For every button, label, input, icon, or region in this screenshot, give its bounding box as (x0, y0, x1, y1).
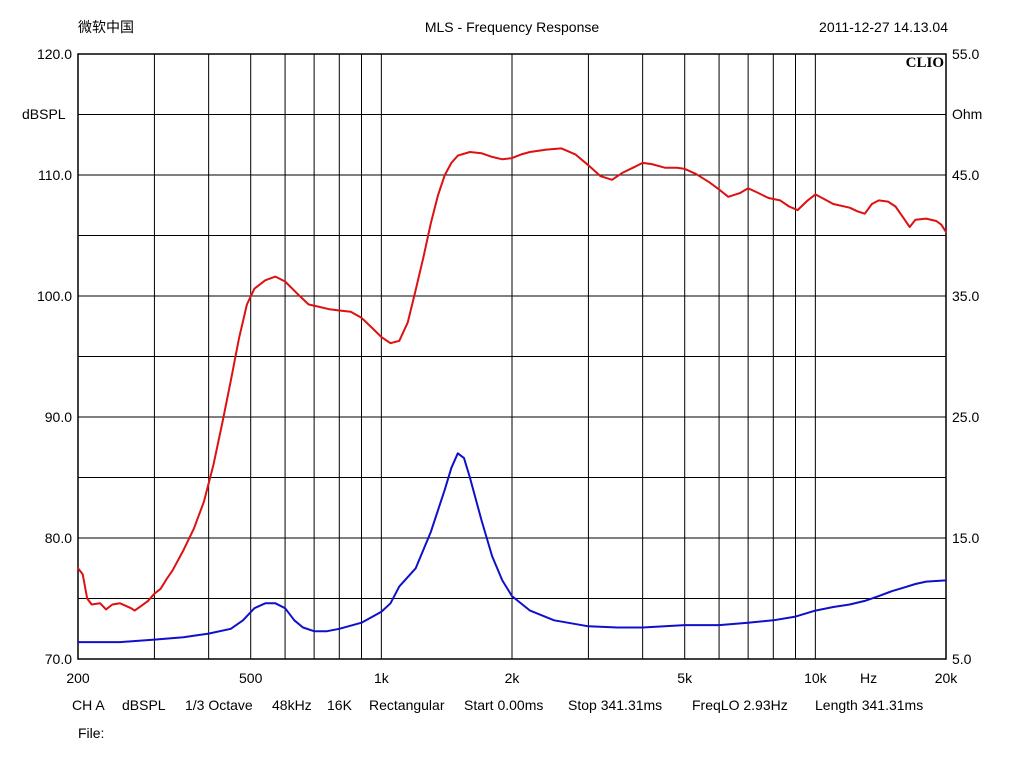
series-group (77, 147, 947, 644)
x-tick-label: 10k (804, 670, 828, 686)
footer-freqlo: FreqLO 2.93Hz (692, 697, 788, 713)
footer-rate: 48kHz (272, 697, 312, 713)
footer-octave: 1/3 Octave (185, 697, 253, 713)
footer-size: 16K (327, 697, 352, 713)
left-axis-unit: dBSPL (22, 106, 66, 122)
footer-window: Rectangular (369, 697, 445, 713)
footer-unit: dBSPL (122, 697, 166, 713)
footer-channel: CH A (72, 697, 105, 713)
impedance-curve (77, 452, 947, 644)
x-axis-unit: Hz (860, 670, 878, 686)
x-tick-label: 20k (935, 670, 959, 686)
x-tick-label: 5k (677, 670, 693, 686)
clio-logo: CLIO (906, 55, 944, 71)
y-left-tick-label: 120.0 (37, 46, 72, 62)
y-left-tick-label: 100.0 (37, 288, 72, 304)
y-left-tick-label: 80.0 (45, 530, 72, 546)
timestamp: 2011-12-27 14.13.04 (819, 19, 948, 35)
footer-length: Length 341.31ms (815, 697, 924, 713)
y-left-tick-label: 90.0 (45, 409, 72, 425)
y-right-tick-label: 45.0 (952, 167, 979, 183)
y-right-tick-label: 15.0 (952, 530, 979, 546)
x-tick-label: 500 (239, 670, 263, 686)
footer-start: Start 0.00ms (464, 697, 544, 713)
chart-title: MLS - Frequency Response (424, 19, 600, 35)
footer-file: File: (78, 725, 105, 741)
y-right-tick-label: 5.0 (952, 651, 972, 667)
y-left-tick-label: 70.0 (45, 651, 72, 667)
tick-labels: 200 500 1k 2k 5k 10k 20k 120.0 110.0 100.0 90.0 80.… (37, 46, 980, 686)
y-left-tick-label: 110.0 (38, 167, 72, 183)
x-tick-label: 2k (505, 670, 521, 686)
footer-stop: Stop 341.31ms (568, 697, 663, 713)
grid (77, 54, 947, 659)
y-right-tick-label: 55.0 (952, 46, 979, 62)
right-axis-unit: Ohm (952, 106, 983, 122)
y-right-tick-label: 35.0 (952, 288, 979, 304)
spl-curve (77, 147, 947, 612)
x-tick-label: 200 (66, 670, 90, 686)
header-left-label: 微软中国 (78, 19, 134, 35)
x-tick-label: 1k (374, 670, 390, 686)
y-right-tick-label: 25.0 (952, 409, 979, 425)
